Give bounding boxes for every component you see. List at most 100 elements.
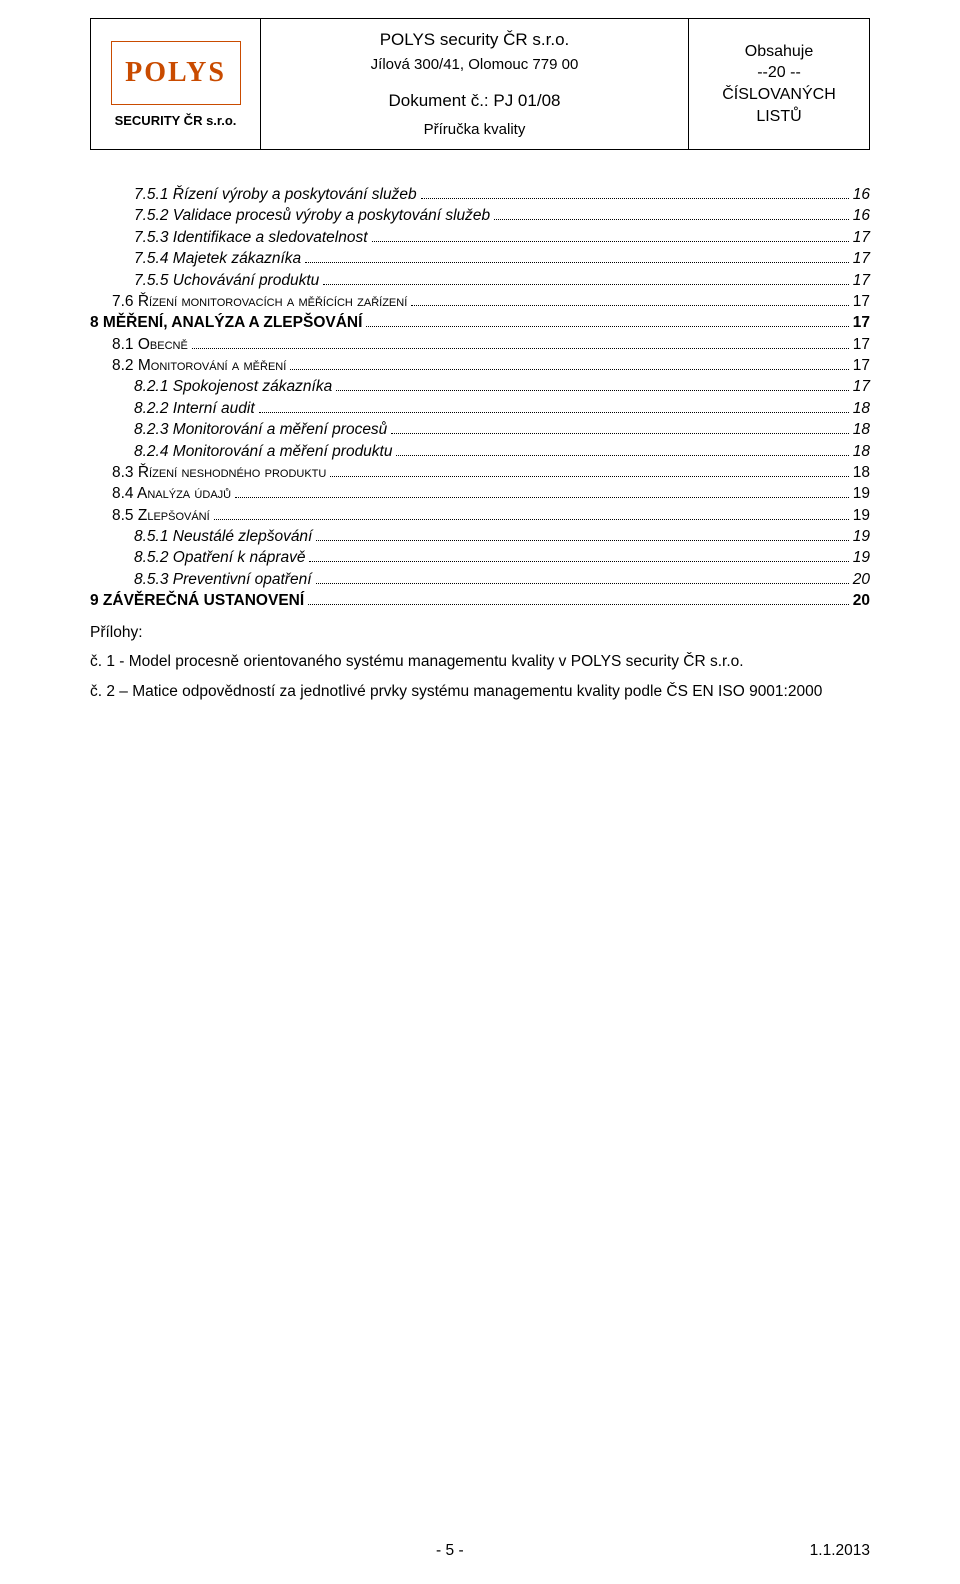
toc-label: 9 ZÁVĚREČNÁ USTANOVENÍ: [90, 590, 304, 611]
toc-page-number: 20: [853, 590, 870, 611]
toc-leader-dots: [421, 185, 849, 199]
toc-row: 8.5.2 Opatření k nápravě 19: [90, 547, 870, 568]
toc-page-number: 16: [853, 205, 870, 226]
toc-page-number: 17: [853, 355, 870, 376]
company-name: POLYS security ČR s.r.o.: [380, 28, 570, 52]
toc-label: 7.6 Řízení monitorovacích a měřících zař…: [112, 291, 407, 312]
contains-label: Obsahuje: [745, 41, 814, 63]
toc-leader-dots: [214, 506, 849, 520]
toc-row: 8.4 Analýza údajů 19: [90, 483, 870, 504]
toc-label: 7.5.2 Validace procesů výroby a poskytov…: [134, 205, 490, 226]
toc-row: 8.2.2 Interní audit 18: [90, 398, 870, 419]
toc-page-number: 16: [853, 184, 870, 205]
document-header: POLYS SECURITY ČR s.r.o. POLYS security …: [90, 18, 870, 150]
toc-row: 8.2.1 Spokojenost zákazníka 17: [90, 376, 870, 397]
toc-row: 8.2 Monitorování a měření 17: [90, 355, 870, 376]
toc-label: 8.4 Analýza údajů: [112, 483, 231, 504]
footer-date: 1.1.2013: [810, 1542, 870, 1560]
toc-leader-dots: [396, 442, 848, 456]
toc-row: 8.5 Zlepšování 19: [90, 505, 870, 526]
toc-label: 8.2.2 Interní audit: [134, 398, 255, 419]
toc-leader-dots: [305, 249, 849, 263]
toc-page-number: 17: [853, 248, 870, 269]
toc-page-number: 17: [853, 227, 870, 248]
toc-label: 8.2 Monitorování a měření: [112, 355, 286, 376]
toc-row: 8.2.4 Monitorování a měření produktu 18: [90, 441, 870, 462]
toc-leader-dots: [259, 399, 849, 413]
toc-row: 7.5.1 Řízení výroby a poskytování služeb…: [90, 184, 870, 205]
toc-row: 7.5.2 Validace procesů výroby a poskytov…: [90, 205, 870, 226]
toc-leader-dots: [366, 313, 848, 327]
toc-leader-dots: [316, 570, 849, 584]
company-address: Jílová 300/41, Olomouc 779 00: [371, 54, 579, 75]
numbered-label-2: LISTŮ: [756, 106, 801, 128]
toc-page-number: 18: [853, 441, 870, 462]
attachment-item-2: č. 2 – Matice odpovědností za jednotlivé…: [90, 681, 870, 703]
attachments-heading: Přílohy:: [90, 622, 870, 644]
toc-label: 7.5.3 Identifikace a sledovatelnost: [134, 227, 368, 248]
toc-page-number: 17: [853, 291, 870, 312]
toc-leader-dots: [192, 335, 849, 349]
toc-label: 8.5 Zlepšování: [112, 505, 210, 526]
header-middle-cell: POLYS security ČR s.r.o. Jílová 300/41, …: [261, 19, 689, 149]
table-of-contents: 7.5.1 Řízení výroby a poskytování služeb…: [90, 184, 870, 612]
toc-leader-dots: [391, 420, 848, 434]
document-title: Příručka kvality: [424, 119, 526, 140]
toc-row: 8.1 Obecně 17: [90, 334, 870, 355]
company-logo: POLYS: [111, 41, 241, 105]
toc-label: 8.5.3 Preventivní opatření: [134, 569, 312, 590]
toc-row: 8.5.1 Neustálé zlepšování 19: [90, 526, 870, 547]
page-count: --20 --: [757, 62, 801, 84]
toc-row: 8.2.3 Monitorování a měření procesů 18: [90, 419, 870, 440]
toc-label: 8.1 Obecně: [112, 334, 188, 355]
toc-label: 8.2.4 Monitorování a měření produktu: [134, 441, 392, 462]
toc-row: 8 MĚŘENÍ, ANALÝZA A ZLEPŠOVÁNÍ 17: [90, 312, 870, 333]
page-footer: - 5 - 1.1.2013: [90, 1542, 870, 1560]
toc-leader-dots: [323, 271, 848, 285]
toc-label: 8.2.1 Spokojenost zákazníka: [134, 376, 332, 397]
toc-page-number: 18: [853, 462, 870, 483]
toc-leader-dots: [330, 463, 848, 477]
attachment-item-1: č. 1 - Model procesně orientovaného syst…: [90, 651, 870, 673]
toc-page-number: 19: [853, 505, 870, 526]
header-right-cell: Obsahuje --20 -- ČÍSLOVANÝCH LISTŮ: [689, 19, 869, 149]
header-logo-cell: POLYS SECURITY ČR s.r.o.: [91, 19, 261, 149]
toc-label: 8.5.1 Neustálé zlepšování: [134, 526, 312, 547]
toc-leader-dots: [290, 356, 848, 370]
toc-label: 7.5.1 Řízení výroby a poskytování služeb: [134, 184, 417, 205]
toc-label: 8.5.2 Opatření k nápravě: [134, 547, 305, 568]
toc-page-number: 19: [853, 526, 870, 547]
toc-page-number: 18: [853, 419, 870, 440]
toc-label: 7.5.4 Majetek zákazníka: [134, 248, 301, 269]
toc-leader-dots: [372, 228, 849, 242]
toc-page-number: 19: [853, 547, 870, 568]
toc-leader-dots: [235, 484, 849, 498]
footer-page-number: - 5 -: [436, 1542, 464, 1560]
logo-text: POLYS: [125, 57, 226, 89]
toc-page-number: 17: [853, 270, 870, 291]
toc-page-number: 19: [853, 483, 870, 504]
toc-row: 7.5.3 Identifikace a sledovatelnost 17: [90, 227, 870, 248]
toc-page-number: 17: [853, 376, 870, 397]
toc-leader-dots: [411, 292, 848, 306]
toc-label: 8.2.3 Monitorování a měření procesů: [134, 419, 387, 440]
toc-row: 7.5.4 Majetek zákazníka 17: [90, 248, 870, 269]
toc-page-number: 17: [853, 312, 870, 333]
toc-row: 7.6 Řízení monitorovacích a měřících zař…: [90, 291, 870, 312]
toc-leader-dots: [336, 377, 849, 391]
toc-row: 8.3 Řízení neshodného produktu 18: [90, 462, 870, 483]
toc-label: 8.3 Řízení neshodného produktu: [112, 462, 326, 483]
toc-label: 7.5.5 Uchovávání produktu: [134, 270, 319, 291]
toc-label: 8 MĚŘENÍ, ANALÝZA A ZLEPŠOVÁNÍ: [90, 312, 362, 333]
toc-row: 7.5.5 Uchovávání produktu 17: [90, 270, 870, 291]
logo-subtitle: SECURITY ČR s.r.o.: [115, 113, 237, 128]
toc-leader-dots: [316, 527, 848, 541]
toc-row: 8.5.3 Preventivní opatření 20: [90, 569, 870, 590]
document-number: Dokument č.: PJ 01/08: [389, 89, 561, 113]
toc-row: 9 ZÁVĚREČNÁ USTANOVENÍ 20: [90, 590, 870, 611]
toc-leader-dots: [308, 591, 849, 605]
toc-page-number: 18: [853, 398, 870, 419]
toc-page-number: 17: [853, 334, 870, 355]
toc-leader-dots: [309, 548, 848, 562]
toc-page-number: 20: [853, 569, 870, 590]
